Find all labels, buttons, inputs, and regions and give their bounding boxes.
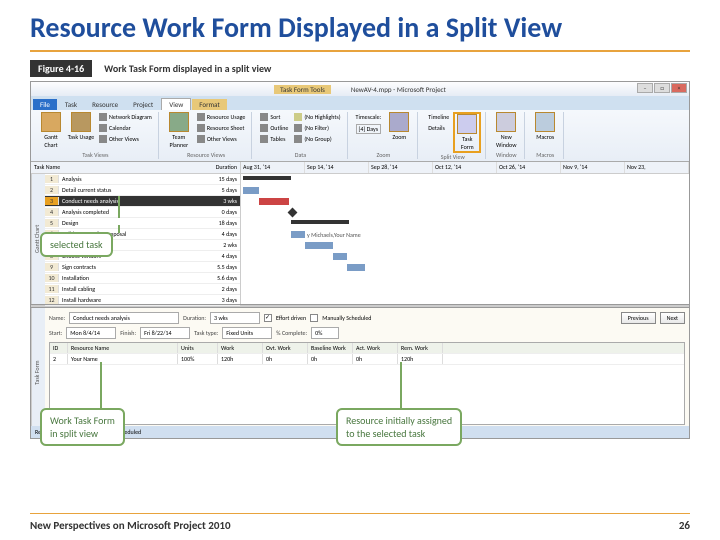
tab-file[interactable]: File — [33, 99, 57, 110]
timeline-header: Task Name Duration Aug 31, '14Sep 14, '1… — [31, 162, 689, 174]
close-button[interactable]: × — [671, 83, 687, 93]
network-diagram-button[interactable]: Network Diagram — [97, 112, 154, 122]
slide-title: Resource Work Form Displayed in a Split … — [30, 12, 690, 44]
ribbon: Gantt Chart Task Usage Network Diagram C… — [31, 110, 689, 162]
tab-task[interactable]: Task — [58, 99, 84, 110]
figure-caption: Work Task Form displayed in a split view — [104, 62, 271, 75]
callout-resource-assigned: Resource initially assigned to the selec… — [336, 408, 462, 446]
task-row[interactable]: 2Detail current status5 days — [45, 185, 240, 196]
calendar-button[interactable]: Calendar — [97, 123, 154, 133]
gantt-chart: y Michaels,Your Name — [241, 174, 689, 304]
task-usage-button[interactable]: Task Usage — [67, 112, 95, 141]
page-number: 26 — [679, 519, 690, 532]
other-views-button[interactable]: Other Views — [97, 134, 154, 144]
task-row[interactable]: 5Design18 days — [45, 218, 240, 229]
figure-label: Figure 4-16 — [30, 60, 92, 77]
tab-resource[interactable]: Resource — [85, 99, 125, 110]
gantt-chart-button[interactable]: Gantt Chart — [37, 112, 65, 149]
task-form-button[interactable]: Task Form — [453, 112, 481, 153]
task-row[interactable]: 4Analysis completed0 days — [45, 207, 240, 218]
manually-scheduled-checkbox[interactable] — [310, 314, 318, 322]
new-window-button[interactable]: New Window — [492, 112, 520, 149]
previous-button[interactable]: Previous — [621, 312, 656, 324]
next-button[interactable]: Next — [660, 312, 685, 324]
tab-view[interactable]: View — [161, 98, 191, 110]
tab-project[interactable]: Project — [126, 99, 160, 110]
tab-format[interactable]: Format — [192, 99, 226, 110]
resource-row[interactable]: 2 Your Name 100% 120h 0h 0h 0h 120h — [50, 353, 684, 364]
task-row[interactable]: 10Installation5.6 days — [45, 273, 240, 284]
task-row[interactable]: 3Conduct needs analysis3 wks — [45, 196, 240, 207]
form-finish-field[interactable]: Fri 8/22/14 — [140, 327, 190, 339]
window-titlebar: Task Form Tools NewAV-4.mpp - Microsoft … — [31, 82, 689, 96]
title-underline — [30, 50, 690, 52]
form-pct-field[interactable]: 0% — [311, 327, 339, 339]
zoom-button[interactable]: Zoom — [385, 112, 413, 141]
minimize-button[interactable]: – — [637, 83, 653, 93]
effort-driven-checkbox[interactable] — [264, 314, 272, 322]
task-row[interactable]: 1Analysis15 days — [45, 174, 240, 185]
form-name-field[interactable]: Conduct needs analysis — [69, 312, 179, 324]
footer-left: New Perspectives on Microsoft Project 20… — [30, 519, 231, 532]
team-planner-button[interactable]: Team Planner — [165, 112, 193, 149]
ribbon-tabs: File Task Resource Project View Format — [31, 96, 689, 110]
callout-work-task-form: Work Task Form in split view — [40, 408, 125, 446]
macros-button[interactable]: Macros — [531, 112, 559, 141]
app-screenshot: Task Form Tools NewAV-4.mpp - Microsoft … — [30, 81, 690, 439]
form-duration-field[interactable]: 3 wks — [210, 312, 260, 324]
task-row[interactable]: 9Sign contracts5.5 days — [45, 262, 240, 273]
form-start-field[interactable]: Mon 8/4/14 — [66, 327, 116, 339]
task-row[interactable]: 11Install cabling2 days — [45, 284, 240, 295]
task-row[interactable]: 12Install hardware3 days — [45, 295, 240, 306]
callout-selected-task: selected task — [40, 232, 113, 257]
form-type-field[interactable]: Fixed Units — [222, 327, 272, 339]
maximize-button[interactable]: □ — [654, 83, 670, 93]
